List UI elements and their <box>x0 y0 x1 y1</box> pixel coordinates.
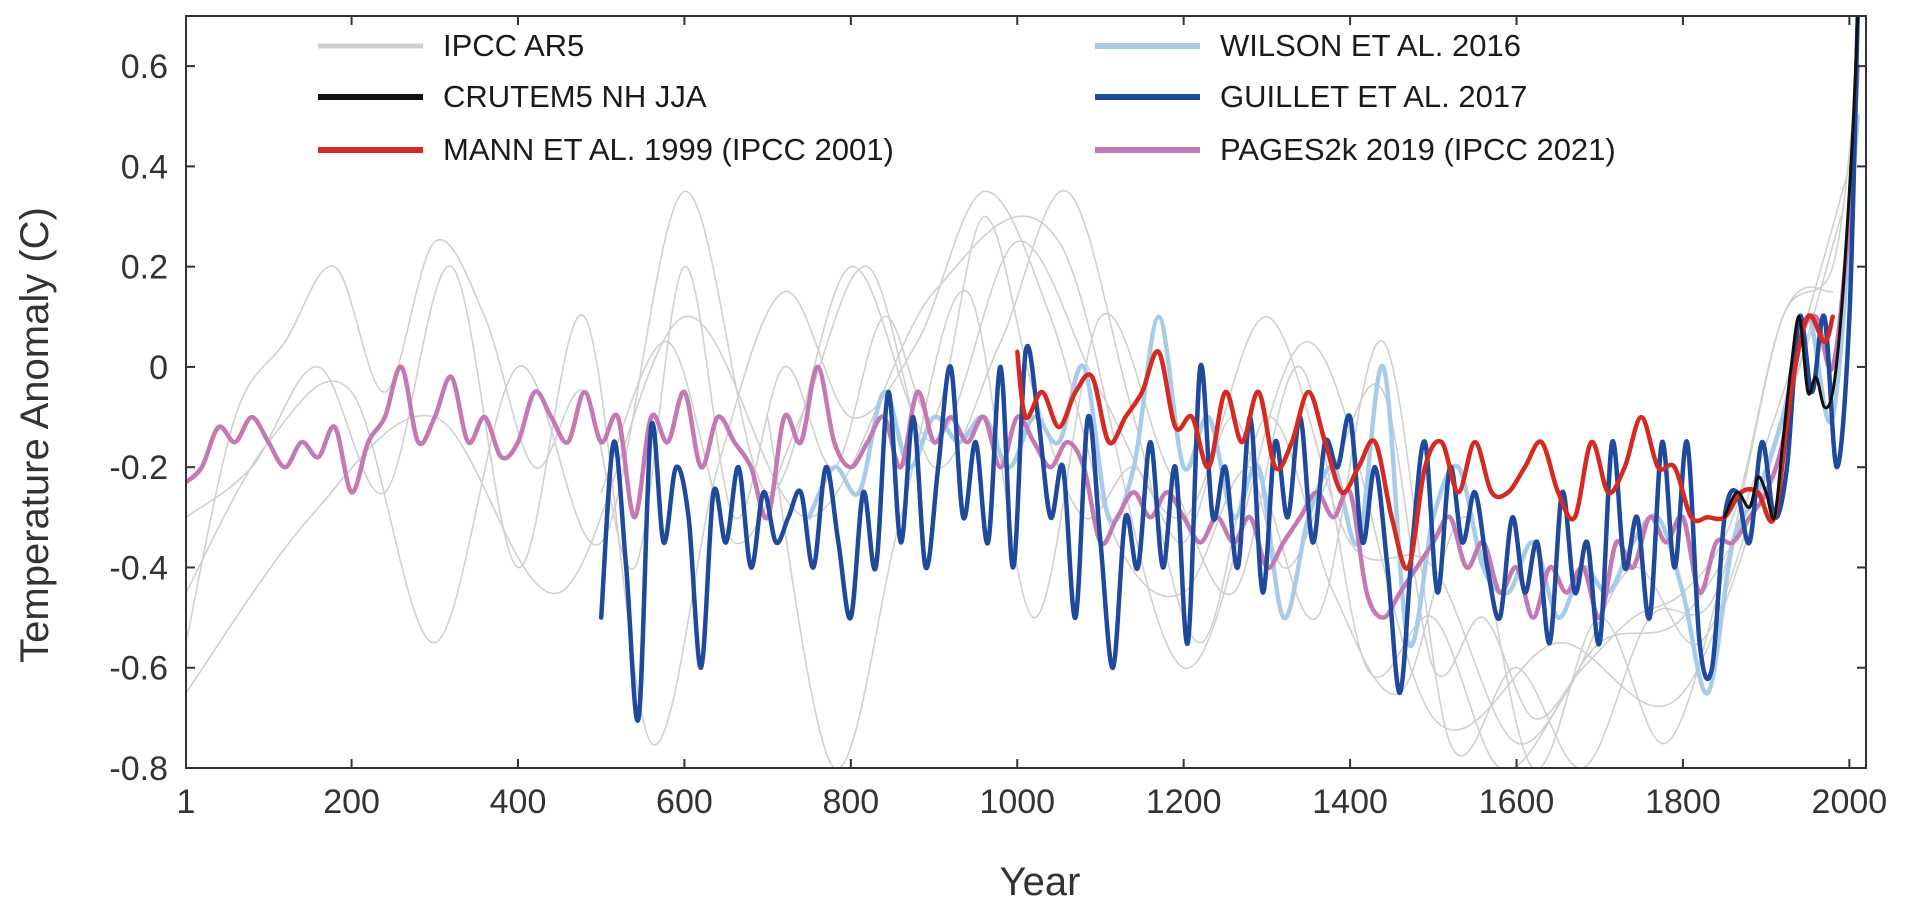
series-crutem5-nh-jja <box>1723 16 1860 521</box>
y-tick-label: 0.4 <box>121 148 168 186</box>
x-tick-label: 1 <box>177 783 196 821</box>
legend-item-wilson-et-al-2016: WILSON ET AL. 2016 <box>1095 28 1521 63</box>
x-tick-label: 1200 <box>1146 783 1222 821</box>
y-tick-label: 0.6 <box>121 48 168 86</box>
x-tick-label: 600 <box>656 783 713 821</box>
y-tick-label: 0 <box>149 349 168 387</box>
series-line-crutem5-nh-jja <box>1723 16 1860 521</box>
legend-item-crutem5-nh-jja: CRUTEM5 NH JJA <box>318 79 707 114</box>
series-line-guillet-et-al-2017 <box>598 16 1860 723</box>
legend: IPCC AR5 CRUTEM5 NH JJA MANN ET AL. 1999 (… <box>318 28 1616 167</box>
series-line-mann-et-al-1999-ipcc-2001 <box>1015 313 1835 571</box>
y-tick-label: 0.2 <box>121 249 168 287</box>
x-tick-label: 1800 <box>1645 783 1721 821</box>
series-wilson-et-al-2016 <box>806 114 1860 696</box>
y-tick-label: -0.6 <box>109 650 168 688</box>
y-tick-label: -0.8 <box>109 750 168 788</box>
x-tick-label: 800 <box>822 783 879 821</box>
y-axis-title: Temperature Anomaly (C) <box>13 207 57 663</box>
y-tick-label: -0.4 <box>109 549 168 587</box>
legend-item-mann-et-al-1999-ipcc-2001: MANN ET AL. 1999 (IPCC 2001) <box>318 132 894 167</box>
legend-item-guillet-et-al-2017: GUILLET ET AL. 2017 <box>1095 79 1527 114</box>
legend-label: PAGES2k 2019 (IPCC 2021) <box>1220 132 1616 167</box>
x-tick-label: 1400 <box>1312 783 1388 821</box>
series-line-ipcc-ar5-5 <box>186 215 1809 731</box>
series-line-ipcc-ar5-2 <box>186 190 1834 768</box>
x-tick-label: 1000 <box>979 783 1055 821</box>
legend-label: GUILLET ET AL. 2017 <box>1220 79 1527 114</box>
y-tick-label: -0.2 <box>109 449 168 487</box>
legend-label: WILSON ET AL. 2016 <box>1220 28 1521 63</box>
legend-item-ipcc-ar5: IPCC AR5 <box>318 28 584 63</box>
legend-item-pages2k-2019-ipcc-2021: PAGES2k 2019 (IPCC 2021) <box>1095 132 1616 167</box>
series-layer <box>186 16 1860 768</box>
legend-label: IPCC AR5 <box>443 28 584 63</box>
series-mann-et-al-1999-ipcc-2001 <box>1015 313 1835 571</box>
series-line-ipcc-ar5-3 <box>186 190 1842 745</box>
series-guillet-et-al-2017 <box>598 16 1860 723</box>
legend-label: CRUTEM5 NH JJA <box>443 79 707 114</box>
x-tick-label: 400 <box>490 783 547 821</box>
series-line-wilson-et-al-2016 <box>806 114 1860 696</box>
axes-layer: 1 200 400 600 800 1000 1200 1400 1600 1800 20000.6… <box>109 16 1887 821</box>
legend-label: MANN ET AL. 1999 (IPCC 2001) <box>443 132 894 167</box>
x-axis-title: Year <box>1000 860 1081 904</box>
x-tick-label: 200 <box>323 783 380 821</box>
x-tick-label: 2000 <box>1812 783 1888 821</box>
plot-frame <box>185 15 1867 769</box>
x-tick-label: 1600 <box>1479 783 1555 821</box>
